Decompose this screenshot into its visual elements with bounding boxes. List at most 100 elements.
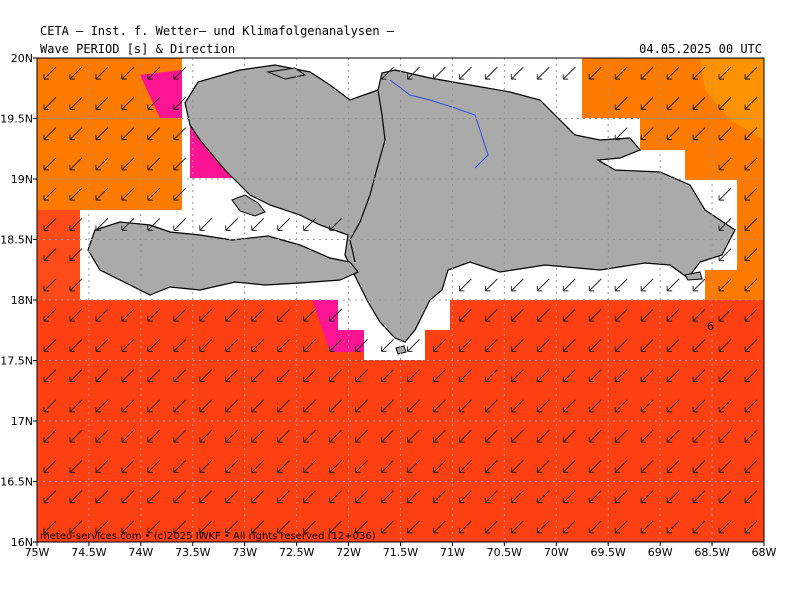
direction-arrow	[43, 278, 57, 292]
direction-arrow	[692, 66, 706, 80]
direction-arrow	[484, 460, 498, 473]
direction-arrow	[510, 429, 524, 443]
direction-arrow	[666, 97, 680, 110]
direction-arrow	[562, 339, 576, 352]
direction-arrow	[432, 490, 446, 504]
direction-arrow	[121, 460, 135, 473]
direction-arrow	[69, 66, 83, 80]
direction-arrow	[744, 278, 758, 292]
direction-arrow	[355, 429, 368, 443]
direction-arrow	[432, 66, 446, 80]
direction-arrow	[95, 308, 109, 322]
direction-arrow	[95, 97, 109, 110]
direction-arrow	[432, 369, 446, 383]
direction-arrow	[381, 399, 394, 413]
direction-arrow	[69, 157, 83, 171]
direction-arrow	[173, 218, 187, 231]
direction-arrow	[69, 369, 83, 383]
direction-arrow	[640, 429, 654, 443]
direction-arrow	[147, 187, 161, 201]
beata-island	[395, 345, 407, 355]
direction-arrow	[43, 369, 57, 383]
lon-tick-label: 70.5W	[487, 546, 522, 559]
direction-arrow	[692, 429, 706, 443]
direction-arrow	[640, 278, 654, 292]
direction-arrow	[614, 460, 628, 473]
direction-arrow	[718, 127, 732, 141]
direction-arrow	[458, 369, 472, 383]
direction-arrow	[381, 490, 394, 504]
direction-arrow	[147, 399, 161, 413]
direction-arrow	[744, 490, 758, 504]
direction-arrow	[43, 218, 57, 231]
direction-arrow	[121, 218, 135, 231]
direction-arrow	[147, 97, 161, 110]
direction-arrow	[484, 520, 498, 534]
direction-arrow	[277, 308, 290, 322]
contour-label: 6	[707, 320, 714, 333]
direction-arrow	[588, 66, 602, 80]
direction-arrow	[173, 520, 187, 534]
direction-arrow	[121, 187, 135, 201]
direction-arrow	[121, 308, 135, 322]
direction-arrow	[588, 369, 602, 383]
direction-arrow	[303, 460, 316, 473]
direction-arrow	[536, 460, 550, 473]
direction-arrow	[744, 66, 758, 80]
direction-arrow	[225, 369, 239, 383]
direction-arrow	[147, 339, 161, 352]
direction-arrow	[277, 520, 290, 534]
border-line	[349, 89, 386, 263]
direction-arrow	[69, 187, 83, 201]
direction-arrow	[536, 66, 550, 80]
direction-arrow	[718, 369, 732, 383]
sea-redorange-west	[37, 210, 80, 300]
direction-arrow	[744, 218, 758, 231]
direction-arrow	[95, 187, 109, 201]
direction-arrow	[147, 490, 161, 504]
direction-arrow	[173, 66, 187, 80]
direction-arrows	[43, 66, 758, 534]
direction-arrow	[95, 429, 109, 443]
direction-arrow	[95, 490, 109, 504]
lon-tick-label: 70W	[544, 546, 569, 559]
direction-arrow	[640, 66, 654, 80]
direction-arrow	[744, 157, 758, 171]
direction-arrow	[744, 308, 758, 322]
direction-arrow	[614, 369, 628, 383]
lat-tick-label: 17N	[11, 415, 33, 428]
direction-arrow	[692, 520, 706, 534]
direction-arrow	[614, 97, 628, 110]
direction-arrow	[744, 339, 758, 352]
lon-tick-label: 75W	[25, 546, 50, 559]
direction-arrow	[744, 187, 758, 201]
direction-arrow	[329, 520, 342, 534]
direction-arrow	[614, 520, 628, 534]
direction-arrow	[251, 218, 265, 231]
direction-arrow	[692, 399, 706, 413]
direction-arrow	[666, 369, 680, 383]
direction-arrow	[329, 369, 342, 383]
direction-arrow	[199, 308, 213, 322]
direction-arrow	[329, 429, 342, 443]
direction-arrow	[147, 127, 161, 141]
direction-arrow	[407, 490, 420, 504]
direction-arrow	[303, 520, 316, 534]
direction-arrow	[329, 490, 342, 504]
direction-arrow	[355, 520, 368, 534]
grid-lines	[37, 58, 764, 542]
direction-arrow	[303, 490, 316, 504]
direction-arrow	[69, 399, 83, 413]
sea-light-orange-east	[700, 58, 764, 140]
direction-arrow	[744, 248, 758, 262]
lon-tick-label: 71W	[440, 546, 465, 559]
direction-arrow	[43, 127, 57, 141]
lon-tick-label: 71.5W	[383, 546, 418, 559]
direction-arrow	[407, 399, 420, 413]
direction-arrow	[510, 66, 524, 80]
map-field	[37, 58, 764, 542]
direction-arrow	[121, 157, 135, 171]
direction-arrow	[329, 399, 342, 413]
direction-arrow	[666, 308, 680, 322]
direction-arrow	[43, 490, 57, 504]
